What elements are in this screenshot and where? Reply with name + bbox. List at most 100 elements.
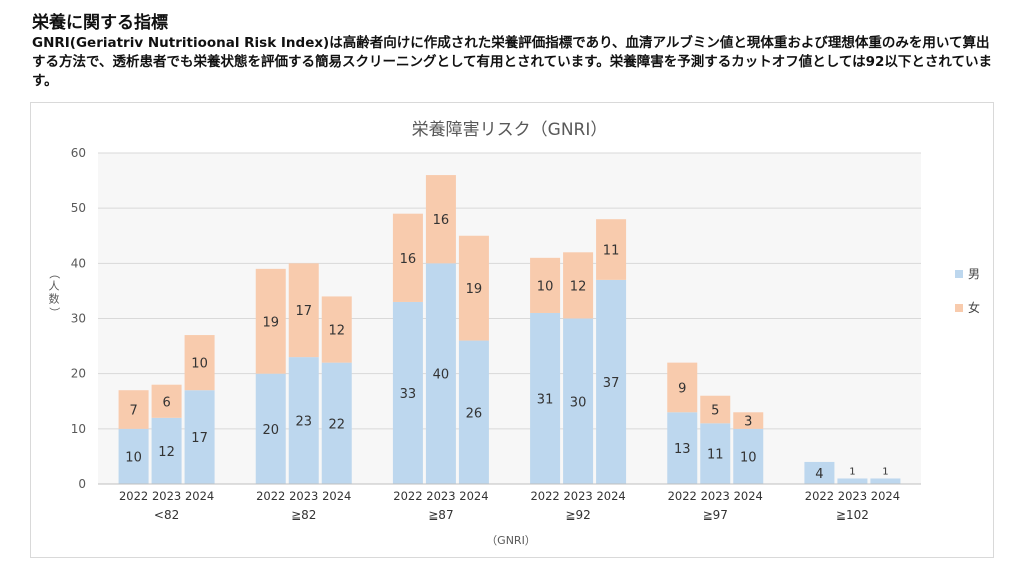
legend-label-female: 女	[968, 301, 981, 315]
bar-female	[563, 252, 594, 319]
data-label-female: 11	[603, 244, 620, 259]
x-tick-year: 2022	[805, 489, 834, 503]
x-tick-year: 2023	[426, 489, 455, 503]
data-label-female: 6	[162, 395, 170, 410]
bar-male	[151, 417, 182, 484]
x-tick-year: 2022	[393, 489, 422, 503]
bar-female	[288, 263, 319, 358]
x-axis-label: （GNRI）	[486, 534, 536, 547]
data-label-female: 3	[744, 415, 752, 430]
data-label-male: 1	[882, 466, 888, 477]
y-tick-label: 30	[71, 312, 86, 326]
y-axis-label-char: ）	[48, 307, 61, 318]
data-label-female: 12	[328, 324, 345, 339]
bar-male	[563, 318, 594, 484]
y-tick-label: 20	[71, 367, 86, 381]
data-label-male: 17	[191, 431, 208, 446]
data-label-male: 10	[125, 450, 142, 465]
data-label-female: 19	[262, 315, 279, 330]
x-tick-year: 2022	[119, 489, 148, 503]
bar-female	[184, 335, 215, 391]
x-tick-year: 2022	[256, 489, 285, 503]
x-tick-year: 2024	[459, 489, 488, 503]
data-label-male: 20	[262, 423, 279, 438]
data-label-female: 17	[295, 304, 312, 319]
data-label-female: 16	[433, 213, 450, 228]
bar-male	[733, 428, 764, 484]
y-axis-label-char: 人	[49, 280, 60, 293]
x-tick-year: 2023	[838, 489, 867, 503]
bar-male	[184, 390, 215, 484]
x-group-label: ≧82	[291, 508, 316, 522]
data-label-male: 40	[433, 368, 450, 383]
legend-swatch-male	[955, 269, 963, 278]
x-group-label: ≧97	[703, 508, 728, 522]
bar-female	[700, 395, 731, 424]
data-label-female: 16	[400, 252, 417, 267]
data-label-male: 30	[570, 395, 587, 410]
bar-male	[118, 428, 149, 484]
data-label-male: 31	[537, 392, 554, 407]
legend-item-male: 男	[955, 265, 980, 282]
data-label-female: 19	[466, 282, 483, 297]
bar-male	[288, 357, 319, 484]
data-label-male: 23	[295, 415, 312, 430]
data-label-female: 5	[711, 404, 719, 419]
data-label-female: 7	[129, 404, 137, 419]
y-axis-label-char: 数	[49, 293, 60, 306]
bar-male	[804, 461, 835, 484]
x-group-label: ≧87	[428, 508, 453, 522]
x-tick-year: 2023	[563, 489, 592, 503]
legend-item-female: 女	[955, 299, 980, 316]
bar-female	[321, 296, 352, 363]
y-tick-label: 0	[78, 477, 86, 491]
page-heading: 栄養に関する指標	[32, 13, 168, 33]
data-label-female: 10	[537, 279, 554, 294]
x-tick-year: 2022	[668, 489, 697, 503]
bar-female	[596, 219, 627, 280]
bar-female	[425, 175, 456, 264]
bar-female	[255, 268, 286, 374]
bar-female	[458, 235, 489, 341]
x-tick-year: 2023	[289, 489, 318, 503]
bar-female	[667, 362, 698, 413]
data-label-male: 12	[158, 445, 175, 460]
data-label-male: 13	[674, 442, 691, 457]
bar-female	[392, 213, 423, 302]
y-tick-label: 10	[71, 422, 86, 436]
legend-label-male: 男	[968, 267, 981, 281]
bar-female	[118, 390, 149, 429]
bar-male	[667, 412, 698, 484]
x-group-label: ≧102	[836, 508, 869, 522]
x-tick-year: 2022	[530, 489, 559, 503]
x-group-label: <82	[154, 508, 179, 522]
x-tick-year: 2023	[701, 489, 730, 503]
x-tick-year: 2024	[322, 489, 351, 503]
bar-male	[392, 301, 423, 484]
bar-female	[733, 412, 764, 429]
data-label-male: 10	[740, 450, 757, 465]
data-label-male: 11	[707, 448, 724, 463]
data-label-male: 33	[400, 387, 417, 402]
data-label-female: 9	[678, 381, 686, 396]
data-label-male: 26	[466, 406, 483, 421]
y-tick-label: 50	[71, 201, 86, 215]
bar-male	[870, 478, 901, 484]
bar-male	[425, 263, 456, 484]
bar-male	[530, 312, 561, 484]
data-label-male: 37	[603, 376, 620, 391]
bar-male	[700, 423, 731, 484]
x-tick-year: 2024	[734, 489, 763, 503]
data-label-male: 4	[815, 467, 823, 482]
data-label-male: 1	[849, 466, 855, 477]
bar-female	[151, 384, 182, 418]
gnri-stacked-bar-chart: 0 10 20 30 40 50 60 栄養障害リスク（GNRI） （人数） （GNRI） 10 7 2…	[48, 120, 921, 547]
bar-female	[530, 257, 561, 313]
chart-panel: 0 10 20 30 40 50 60 栄養障害リスク（GNRI） （人数） （GNRI） 10 7 2…	[30, 102, 994, 558]
y-tick-label: 40	[71, 256, 86, 270]
bar-male	[596, 279, 627, 484]
data-label-male: 22	[328, 417, 345, 432]
data-label-female: 10	[191, 357, 208, 372]
x-tick-year: 2024	[871, 489, 900, 503]
x-group-label: ≧92	[565, 508, 590, 522]
